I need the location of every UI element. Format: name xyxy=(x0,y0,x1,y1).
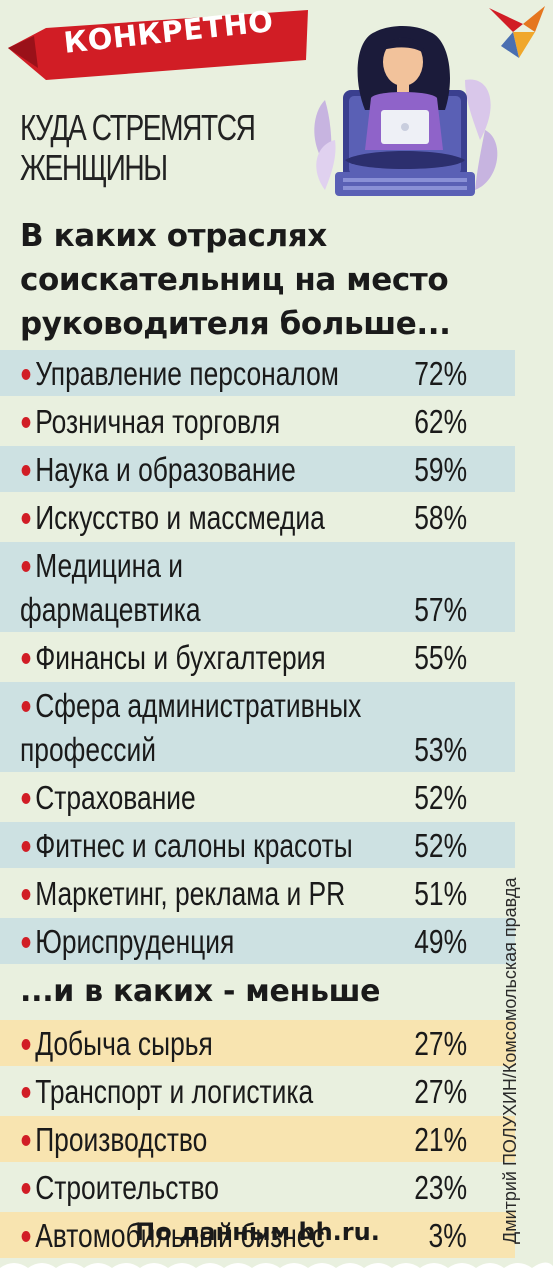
bullet-icon xyxy=(21,792,31,804)
list-item: Наука и образование 59% xyxy=(0,446,515,492)
bullet-icon xyxy=(21,512,31,524)
list-item-percent: 57% xyxy=(414,591,467,628)
list-item-label: Искусство и массмедиа xyxy=(20,496,388,540)
list-item-label: Страхование xyxy=(20,776,388,820)
heading-line-1: КУДА СТРЕМЯТСЯ xyxy=(20,107,256,148)
list-item: Страхование 52% xyxy=(0,774,515,820)
industry-list: Управление персоналом 72% Розничная торг… xyxy=(0,350,515,1258)
question-text: В каких отраслях соискательниц на место … xyxy=(20,218,451,342)
list-item-label: Юриспруденция xyxy=(20,920,388,964)
list-item-label: Добыча сырья xyxy=(20,1022,388,1066)
list-item-percent: 53% xyxy=(414,731,467,768)
list-item: Маркетинг, реклама и PR 51% xyxy=(0,870,515,916)
bullet-icon xyxy=(21,700,31,712)
bullet-icon xyxy=(21,840,31,852)
list-item-percent: 52% xyxy=(414,779,467,816)
list-item-label: Производство xyxy=(20,1118,388,1162)
page-heading: КУДА СТРЕМЯТСЯ ЖЕНЩИНЫ xyxy=(20,107,256,188)
list-item: Медицина и фармацевтика 57% xyxy=(0,542,515,632)
list-item: Добыча сырья 27% xyxy=(0,1020,515,1066)
bullet-icon xyxy=(21,368,31,380)
bullet-icon xyxy=(21,1134,31,1146)
list-item: Сфера административных профессий 53% xyxy=(0,682,515,772)
list-item-percent: 58% xyxy=(414,499,467,536)
heading-line-2: ЖЕНЩИНЫ xyxy=(20,147,168,188)
list-item-label: Сфера административных профессий xyxy=(20,687,362,768)
bullet-icon xyxy=(21,888,31,900)
list-item: Юриспруденция 49% xyxy=(0,918,515,964)
list-item-label: Фитнес и салоны красоты xyxy=(20,824,388,868)
list-item-percent: 27% xyxy=(414,1025,467,1062)
list-item-percent: 51% xyxy=(414,875,467,912)
ribbon-badge xyxy=(8,10,308,80)
list-item-percent: 21% xyxy=(414,1121,467,1158)
bullet-icon xyxy=(21,936,31,948)
bullet-icon xyxy=(21,560,31,572)
list-item: Транспорт и логистика 27% xyxy=(0,1068,515,1114)
list-item-label: Управление персоналом xyxy=(20,352,388,396)
list-item: Искусство и массмедиа 58% xyxy=(0,494,515,540)
scalloped-edge xyxy=(0,1262,553,1280)
less-heading-text: ...и в каких - меньше xyxy=(20,974,381,1009)
bullet-icon xyxy=(21,1182,31,1194)
list-item-label: Автомобильный бизнес xyxy=(20,1214,388,1258)
bullet-icon xyxy=(21,416,31,428)
photo-credit: Дмитрий ПОЛУХИН/Комсомольская правда xyxy=(500,877,520,1244)
bullet-icon xyxy=(21,1038,31,1050)
bullet-icon xyxy=(21,652,31,664)
list-item-percent: 59% xyxy=(414,451,467,488)
list-item-label: Медицина и фармацевтика xyxy=(20,547,201,628)
list-item-percent: 52% xyxy=(414,827,467,864)
list-item: Производство 21% xyxy=(0,1116,515,1162)
list-item: Автомобильный бизнес 3% xyxy=(0,1212,515,1258)
list-item-percent: 23% xyxy=(414,1169,467,1206)
list-item-percent: 27% xyxy=(414,1073,467,1110)
list-item-percent: 72% xyxy=(414,355,467,392)
list-item: Финансы и бухгалтерия 55% xyxy=(0,634,515,680)
woman-with-laptop-illustration xyxy=(314,26,498,196)
bullet-icon xyxy=(21,1230,31,1242)
list-item-percent: 49% xyxy=(414,923,467,960)
list-item-label: Маркетинг, реклама и PR xyxy=(20,872,388,916)
list-item-label: Финансы и бухгалтерия xyxy=(20,636,388,680)
list-item: Управление персоналом 72% xyxy=(0,350,515,396)
list-item: Розничная торговля 62% xyxy=(0,398,515,444)
list-item-label: Розничная торговля xyxy=(20,400,388,444)
list-item: Строительство 23% xyxy=(0,1164,515,1210)
bullet-icon xyxy=(21,464,31,476)
list-item-percent: 3% xyxy=(428,1217,467,1254)
source-note: По данным hh.ru. xyxy=(135,1218,380,1246)
list-item-label: Строительство xyxy=(20,1166,388,1210)
less-subheading: ...и в каких - меньше xyxy=(0,964,515,1020)
list-item: Фитнес и салоны красоты 52% xyxy=(0,822,515,868)
list-item-percent: 62% xyxy=(414,403,467,440)
list-item-label: Наука и образование xyxy=(20,448,388,492)
kp-bird-logo-icon xyxy=(489,6,545,58)
list-item-label: Транспорт и логистика xyxy=(20,1070,388,1114)
bullet-icon xyxy=(21,1086,31,1098)
list-item-percent: 55% xyxy=(414,639,467,676)
